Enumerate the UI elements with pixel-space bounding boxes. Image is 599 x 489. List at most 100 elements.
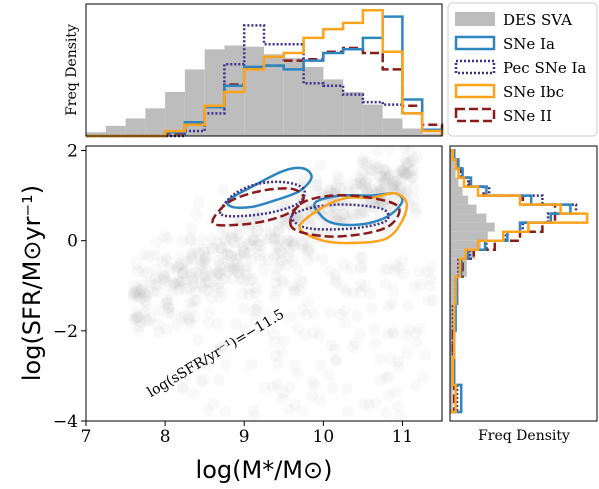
galaxy-point [340, 285, 353, 298]
galaxy-point [392, 355, 405, 367]
galaxy-point [135, 284, 148, 297]
galaxy-point [350, 337, 363, 349]
galaxy-point [242, 282, 255, 295]
galaxy-point [425, 260, 438, 273]
galaxy-point [234, 272, 247, 285]
galaxy-point [144, 312, 157, 324]
galaxy-point [207, 397, 220, 410]
galaxy-point [355, 207, 368, 220]
galaxy-point [146, 286, 159, 299]
galaxy-point [354, 174, 367, 187]
des-sva-mass-bar [382, 118, 403, 136]
galaxy-point [283, 381, 296, 394]
galaxy-point [228, 258, 241, 271]
galaxy-point [338, 304, 351, 317]
galaxy-point [199, 252, 212, 265]
galaxy-point [392, 262, 405, 275]
galaxy-point [239, 264, 252, 276]
galaxy-point [350, 208, 363, 220]
galaxy-point [296, 303, 309, 316]
des-sva-sfr-bar [450, 213, 487, 223]
galaxy-point [370, 162, 383, 175]
galaxy-point [374, 180, 386, 192]
galaxy-point [288, 285, 301, 298]
galaxy-point [216, 247, 229, 260]
galaxy-point [395, 172, 408, 185]
galaxy-point [138, 306, 151, 319]
galaxy-point [288, 283, 301, 295]
galaxy-point [304, 221, 317, 234]
galaxy-point [359, 182, 372, 195]
galaxy-point [361, 200, 374, 213]
legend-swatch-sne-ia [454, 35, 496, 51]
galaxy-point [358, 205, 371, 218]
galaxy-point [346, 223, 359, 236]
galaxy-point [172, 284, 185, 297]
galaxy-point [202, 275, 215, 288]
galaxy-point [157, 273, 170, 286]
galaxy-point [243, 246, 256, 259]
galaxy-point [251, 224, 264, 237]
galaxy-point [236, 288, 249, 300]
galaxy-point [206, 243, 219, 256]
galaxy-point [301, 295, 314, 308]
galaxy-point [156, 256, 168, 269]
galaxy-point [390, 385, 403, 398]
galaxy-point [192, 196, 205, 209]
galaxy-point [210, 237, 223, 250]
galaxy-point [322, 183, 335, 196]
galaxy-point [365, 163, 378, 176]
galaxy-point [216, 340, 229, 353]
galaxy-point [286, 235, 299, 248]
galaxy-point [160, 274, 173, 287]
galaxy-point [130, 285, 143, 298]
galaxy-point [404, 155, 417, 168]
galaxy-point [280, 238, 293, 251]
galaxy-point [407, 171, 420, 184]
galaxy-point [210, 264, 223, 277]
galaxy-point [162, 232, 175, 245]
galaxy-point [272, 223, 285, 236]
galaxy-point [127, 286, 140, 299]
galaxy-point [172, 275, 185, 288]
galaxy-point [383, 170, 396, 183]
galaxy-point [276, 386, 289, 399]
galaxy-point [409, 379, 422, 392]
galaxy-point [202, 404, 215, 417]
galaxy-point [137, 278, 150, 291]
galaxy-point [350, 177, 363, 190]
galaxy-point [269, 233, 281, 246]
galaxy-point [306, 376, 319, 389]
galaxy-point [374, 170, 387, 183]
galaxy-point [400, 167, 413, 180]
galaxy-point [176, 267, 189, 280]
galaxy-point [401, 299, 414, 312]
galaxy-point [211, 317, 224, 330]
galaxy-point [197, 243, 210, 256]
galaxy-point [202, 358, 215, 371]
galaxy-point [168, 278, 181, 291]
galaxy-point [184, 252, 197, 264]
galaxy-point [386, 182, 399, 195]
legend-label-sne-ii: SNe II [503, 107, 552, 125]
des-sva-sfr-bar [450, 168, 456, 178]
galaxy-point [134, 316, 147, 329]
galaxy-point [302, 213, 315, 226]
galaxy-point [185, 234, 197, 247]
galaxy-point [379, 263, 392, 276]
galaxy-point [149, 248, 162, 261]
galaxy-point [400, 329, 413, 342]
galaxy-point [247, 404, 260, 417]
galaxy-point [356, 156, 369, 169]
galaxy-point [142, 315, 155, 328]
legend-swatch-sne-ii [454, 107, 496, 123]
galaxy-point [221, 248, 234, 261]
galaxy-point [171, 318, 184, 331]
galaxy-point [380, 406, 393, 419]
galaxy-point [324, 184, 337, 197]
galaxy-point [313, 329, 326, 342]
galaxy-point [387, 284, 400, 297]
des-sva-mass-bar [145, 108, 166, 136]
galaxy-point [218, 273, 231, 285]
galaxy-point [180, 272, 192, 285]
